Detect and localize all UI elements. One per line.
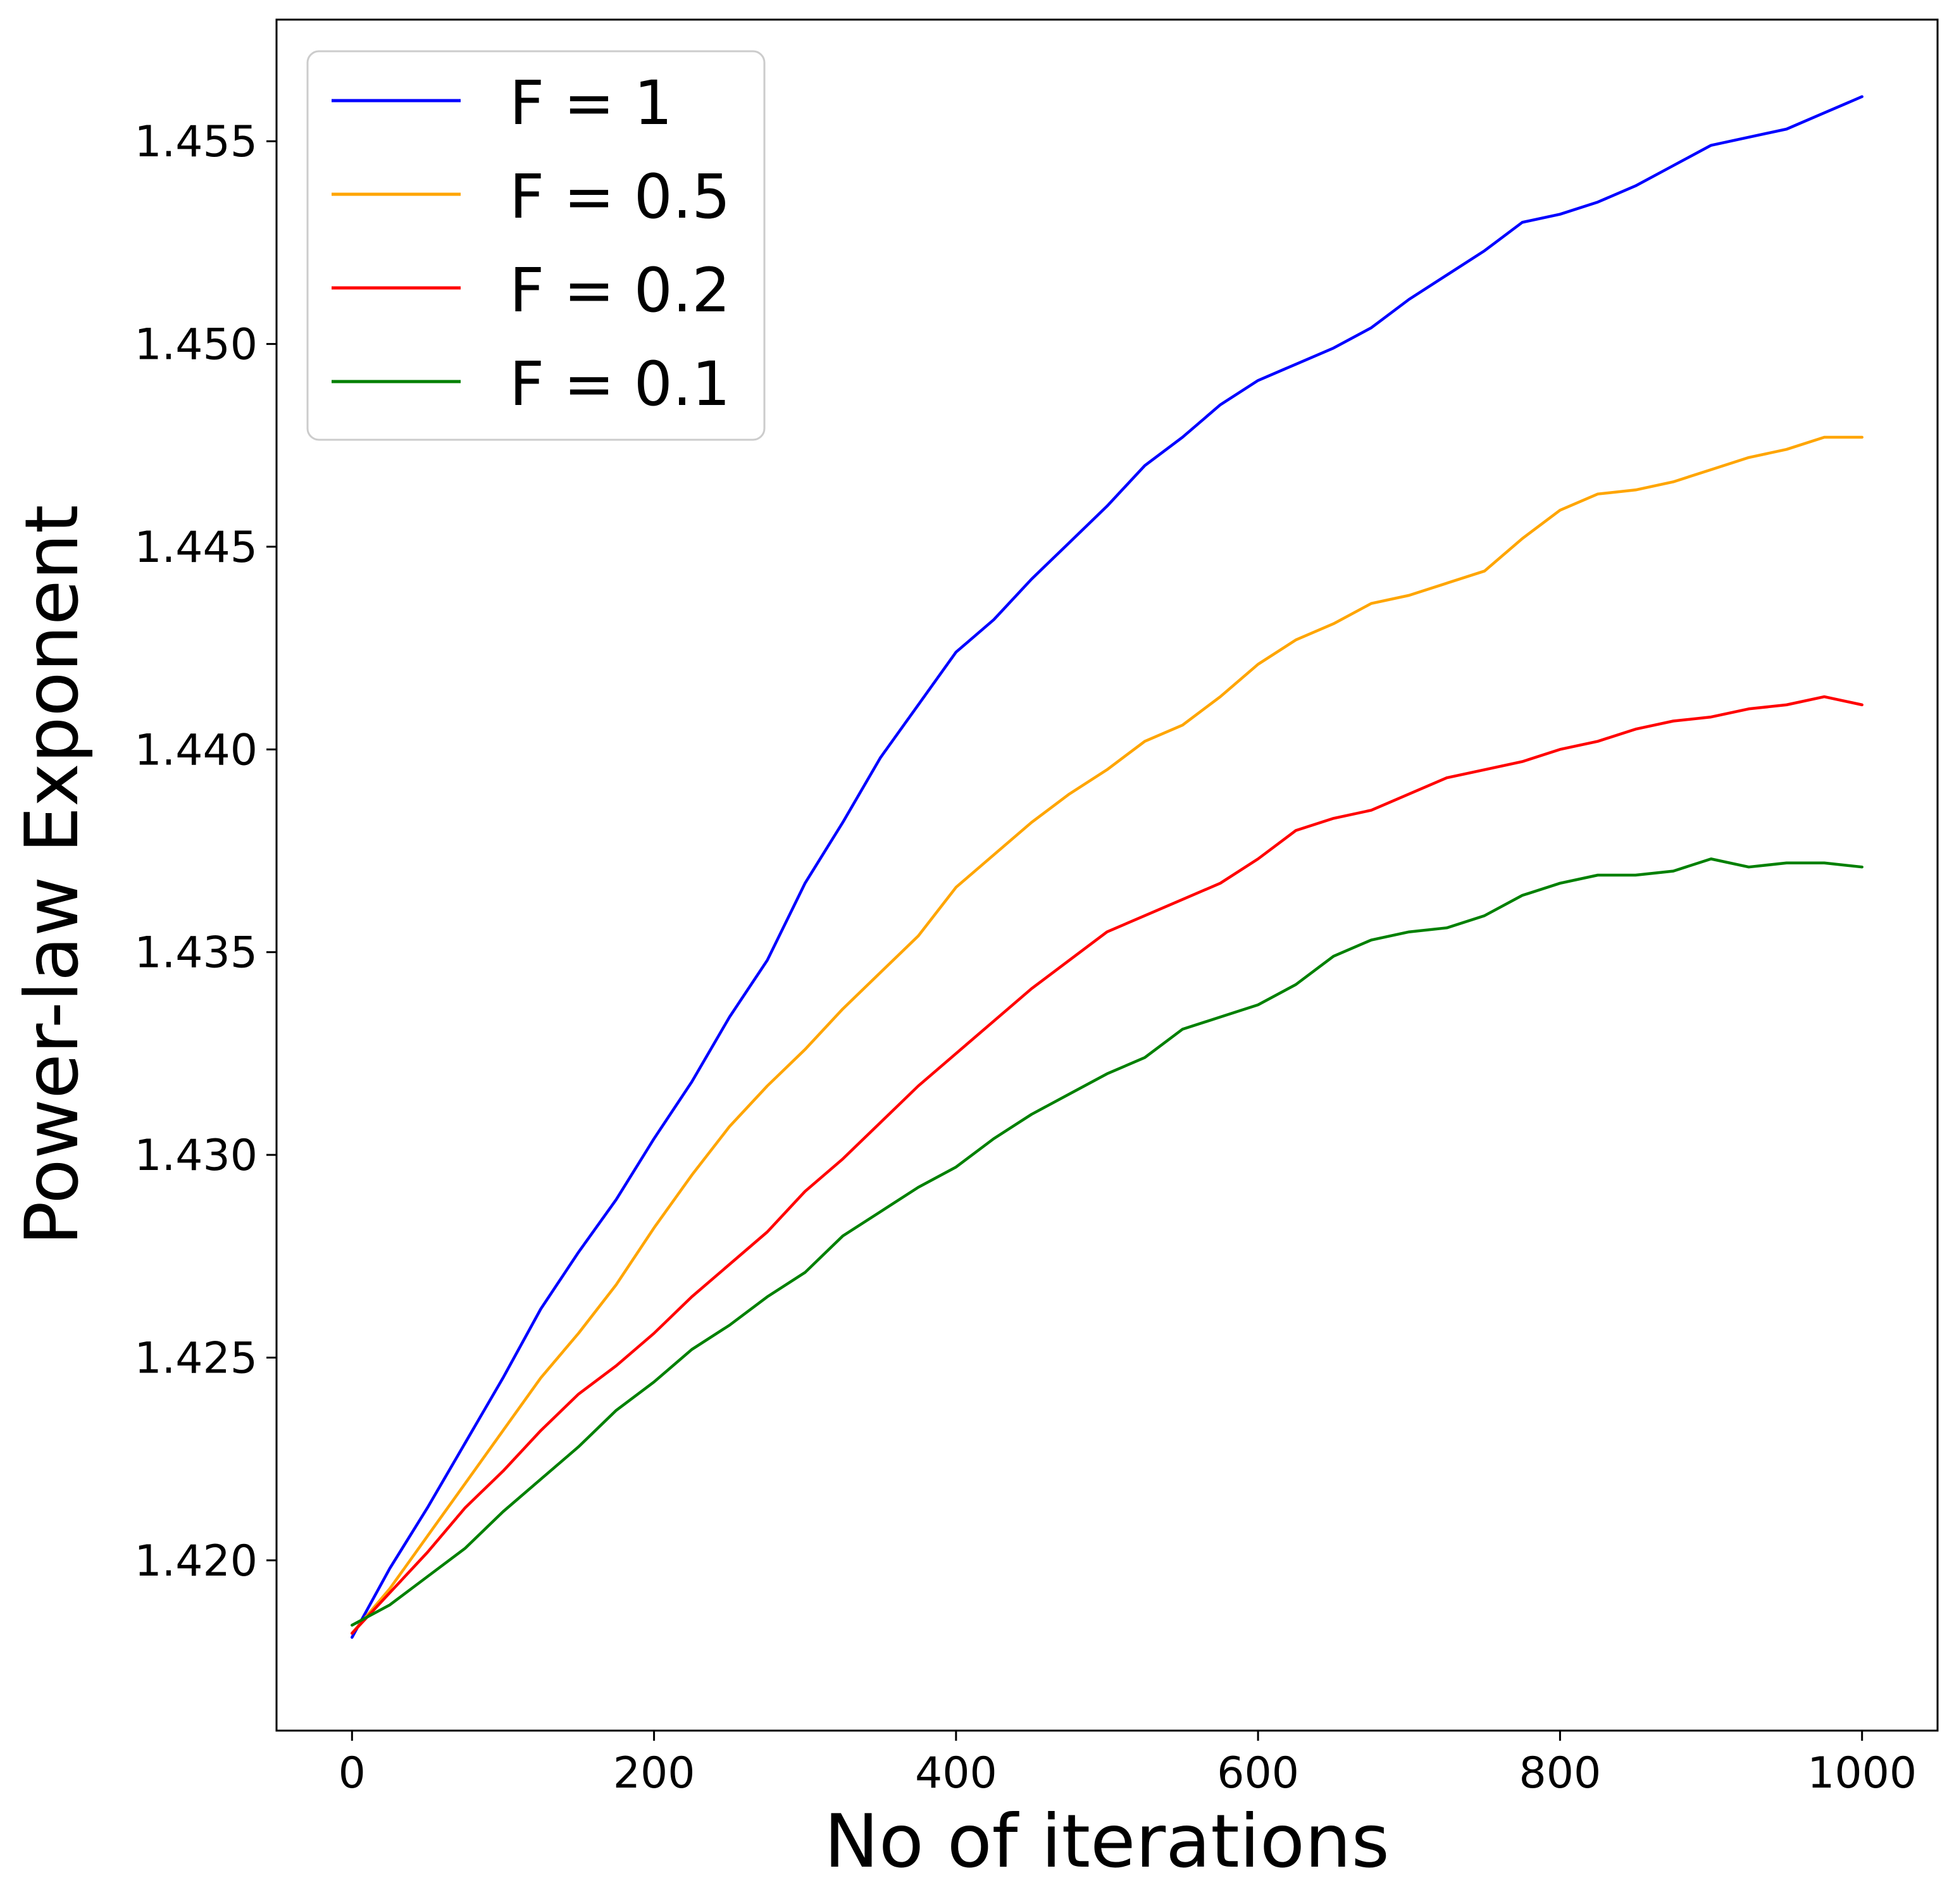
series-line-2 xyxy=(351,695,1864,1635)
x-tick-label: 1000 xyxy=(1807,1748,1917,1798)
series-layer xyxy=(351,95,1864,1639)
y-axis-label: Power-law Exponent xyxy=(9,505,95,1246)
legend-label-0: F = 1 xyxy=(509,68,673,139)
series-line-3 xyxy=(351,857,1864,1627)
legend-box xyxy=(306,50,766,441)
legend: F = 1 F = 0.5 F = 0.2 F = 0.1 xyxy=(306,50,766,441)
y-tick-label: 1.450 xyxy=(134,320,258,370)
y-tick-label: 1.425 xyxy=(134,1334,258,1384)
x-axis-label: No of iterations xyxy=(824,1799,1390,1884)
x-axis-ticks: 0 200 400 600 800 1000 xyxy=(339,1731,1917,1798)
series-line-1 xyxy=(351,435,1864,1635)
legend-label-3: F = 0.1 xyxy=(509,349,730,420)
y-tick-label: 1.420 xyxy=(134,1536,258,1586)
legend-label-2: F = 0.2 xyxy=(509,255,730,326)
y-tick-label: 1.440 xyxy=(134,725,258,775)
x-tick-label: 600 xyxy=(1217,1748,1299,1798)
series-line-0 xyxy=(351,95,1864,1639)
y-axis-ticks: 1.420 1.425 1.430 1.435 1.440 1.445 1.450 1.455 xyxy=(134,117,277,1586)
x-tick-label: 800 xyxy=(1519,1748,1602,1798)
plot-frame xyxy=(275,18,1939,1732)
y-tick-label: 1.435 xyxy=(134,928,258,978)
x-tick-label: 0 xyxy=(339,1748,366,1798)
y-tick-label: 1.455 xyxy=(134,117,258,167)
legend-label-1: F = 0.5 xyxy=(509,161,730,232)
x-tick-label: 400 xyxy=(915,1748,997,1798)
y-tick-label: 1.430 xyxy=(134,1131,258,1181)
x-tick-label: 200 xyxy=(613,1748,695,1798)
y-tick-label: 1.445 xyxy=(134,523,258,573)
legend-items: F = 1 F = 0.5 F = 0.2 F = 0.1 xyxy=(332,68,730,420)
